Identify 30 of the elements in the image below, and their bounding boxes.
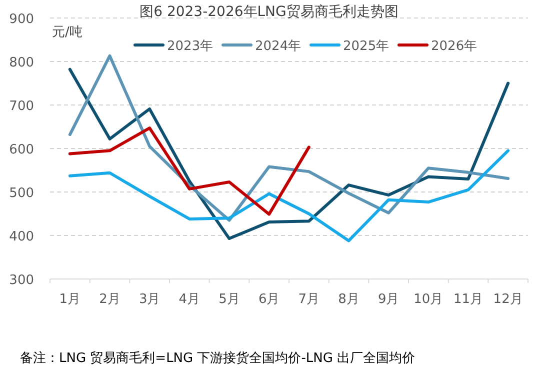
- y-axis-title: 元/吨: [52, 25, 82, 40]
- x-tick-label: 5月: [218, 292, 240, 307]
- x-tick-label: 11月: [453, 292, 484, 307]
- y-tick-label: 700: [9, 99, 34, 114]
- line-series: [68, 68, 510, 240]
- x-tick-label: 3月: [138, 292, 160, 307]
- y-tick-label: 800: [9, 56, 34, 70]
- y-tick-label: 400: [9, 230, 34, 244]
- text: 备注：LNG 贸易商毛利=LNG 下游接货全国均价-LNG 出厂全国均价: [20, 351, 416, 366]
- x-tick-label: 12月: [493, 292, 523, 307]
- x-tick-label: 7月: [298, 292, 320, 307]
- y-tick-label: 300: [9, 273, 34, 288]
- x-tick-label: 6月: [258, 292, 280, 307]
- chart-title: 图6 2023-2026年LNG贸易商毛利走势图: [140, 4, 398, 20]
- line-series: [68, 149, 510, 242]
- x-tick-label: 2月: [99, 292, 120, 307]
- x-tick-label: 1月: [59, 292, 81, 307]
- y-tick-label: 600: [9, 142, 34, 158]
- line-series: [68, 54, 510, 222]
- y-tick-label: 500: [9, 186, 34, 201]
- x-tick-label: 4月: [178, 292, 200, 307]
- x-tick-label: 8月: [338, 292, 360, 307]
- legend-label: 2023年: [167, 39, 214, 54]
- legend-label: 2025年: [343, 39, 390, 54]
- legend-label: 2026年: [431, 39, 478, 54]
- x-tick-label: 10月: [414, 292, 444, 307]
- x-tick-label: 9月: [378, 292, 400, 307]
- legend-label: 2024年: [255, 39, 302, 54]
- y-tick-label: 900: [9, 12, 34, 27]
- line-series: [68, 126, 310, 216]
